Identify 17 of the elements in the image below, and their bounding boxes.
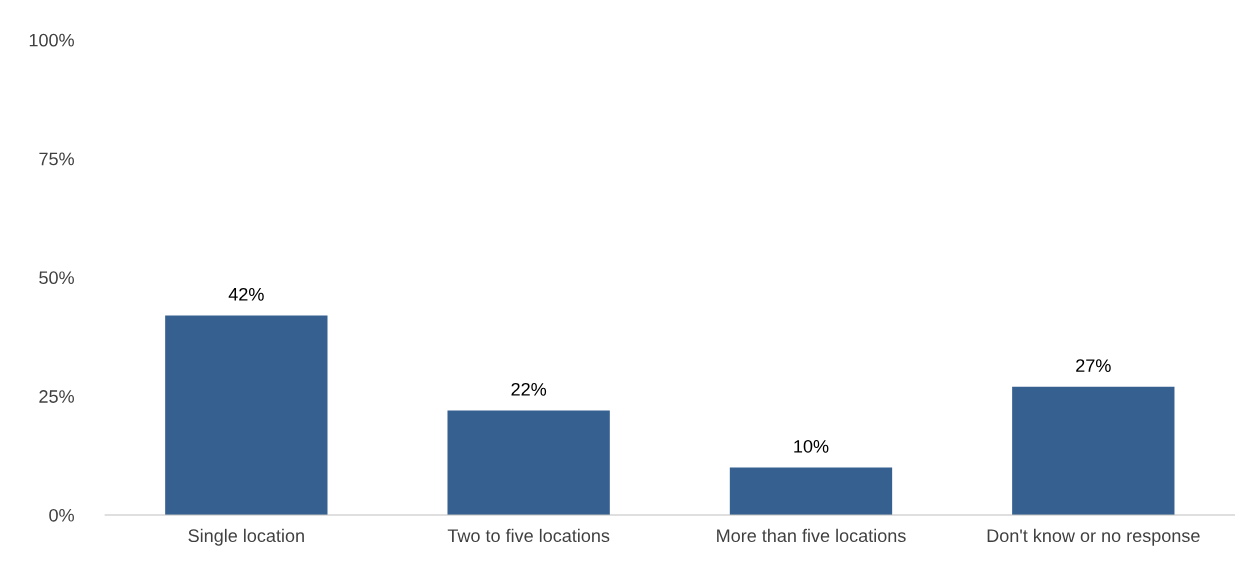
y-tick-label: 75% (39, 152, 74, 166)
bar (447, 410, 610, 515)
y-tick-label: 25% (39, 390, 74, 403)
x-tick-label: More than five locations (717, 528, 906, 543)
x-tick-label: Don't know or no response (987, 528, 1200, 546)
bar (165, 315, 328, 515)
data-label: 42% (228, 287, 264, 301)
bar (729, 467, 893, 515)
y-tick-label: 0% (49, 508, 74, 522)
y-tick-label: 100% (29, 33, 74, 47)
data-label: 10% (794, 439, 829, 453)
data-label: 27% (1076, 359, 1111, 372)
y-tick-label: 50% (39, 271, 74, 285)
data-label: 22% (511, 382, 547, 396)
bar (1012, 386, 1175, 515)
x-tick-label: Single location (188, 528, 304, 546)
x-tick-label: Two to five locations (447, 528, 610, 543)
